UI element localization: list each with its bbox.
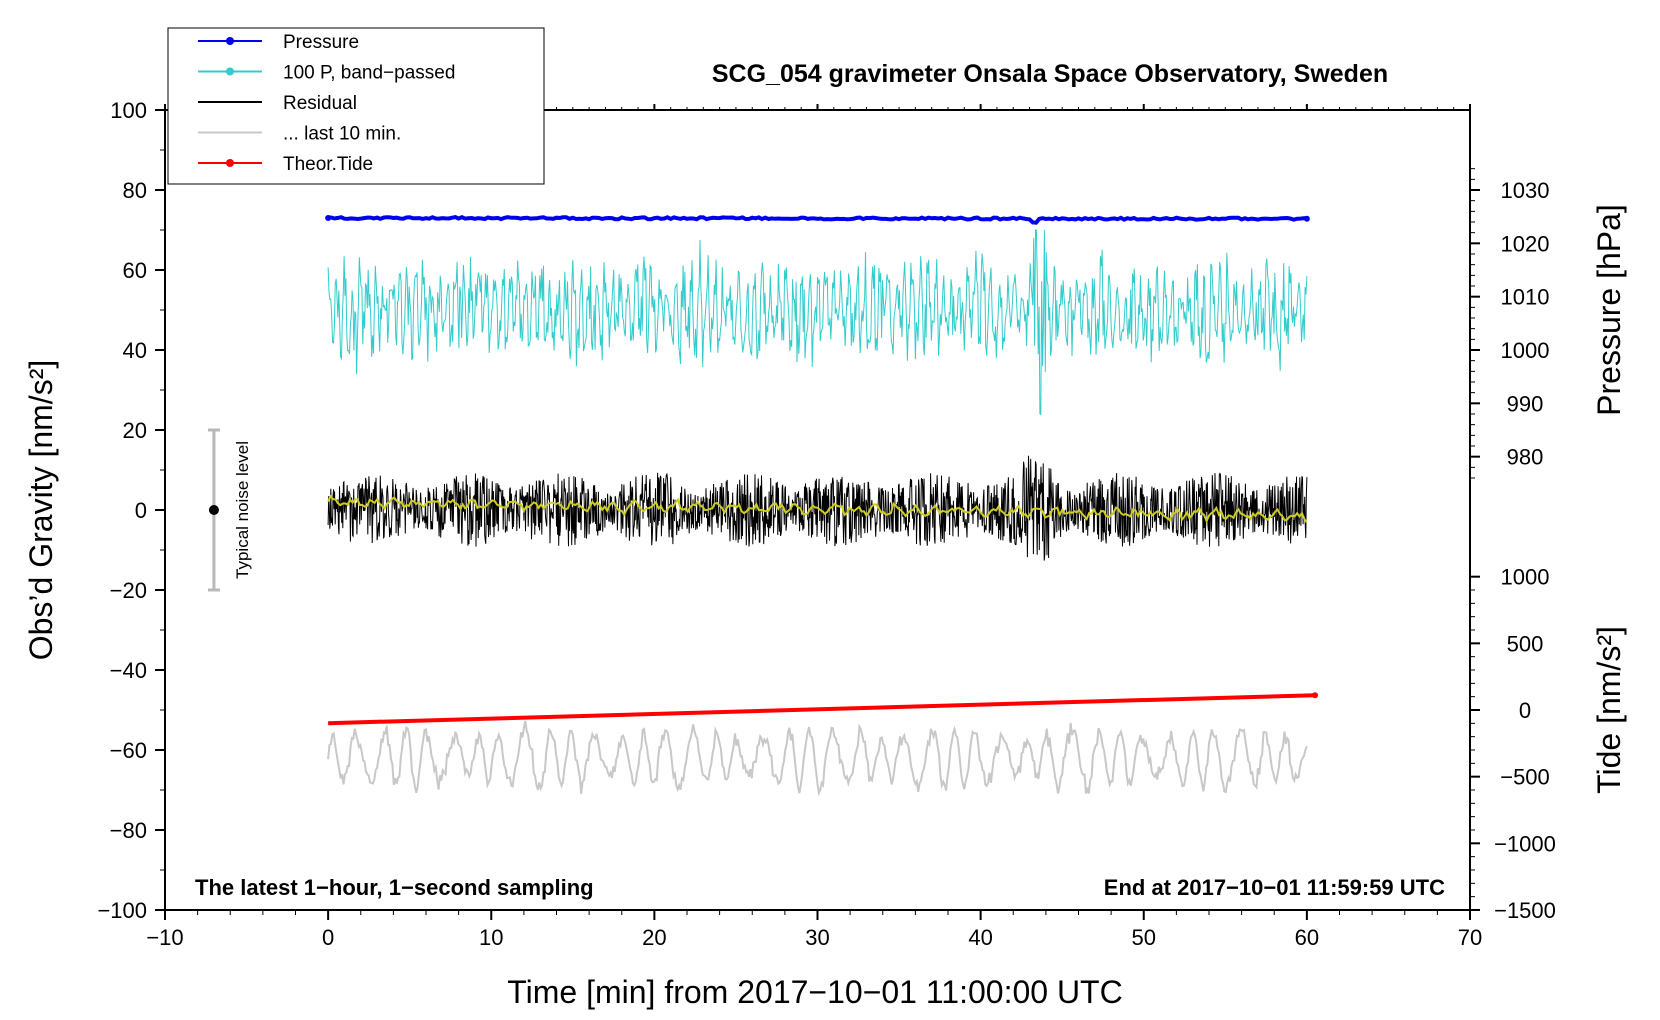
x-tick-label: 70 bbox=[1458, 925, 1482, 950]
pressure-point bbox=[1303, 215, 1310, 222]
tide-point bbox=[1312, 692, 1319, 699]
legend-label: Pressure bbox=[283, 32, 359, 53]
series-residual bbox=[327, 455, 1308, 561]
annotation-end-time: End at 2017−10−01 11:59:59 UTC bbox=[1104, 875, 1445, 900]
pressure-tick-label: 980 bbox=[1507, 445, 1544, 470]
legend-marker bbox=[226, 37, 234, 45]
series-theoretical-tide bbox=[328, 693, 1316, 726]
y-tick-label: −20 bbox=[110, 578, 147, 603]
legend-marker bbox=[226, 67, 234, 76]
y-tick-label: −40 bbox=[110, 658, 147, 683]
axis-ticks: −10 0 10 20 30 40 50 60 70100806040200−20−40−60−… bbox=[97, 98, 1555, 950]
pressure-tick-label: 1020 bbox=[1501, 231, 1550, 256]
legend-label: Theor.Tide bbox=[283, 154, 373, 175]
y-axis-label-tide: Tide [nm/s²] bbox=[1591, 626, 1627, 794]
x-tick-label: 20 bbox=[642, 925, 666, 950]
y-tick-label: 20 bbox=[123, 418, 147, 443]
tide-tick-label: −1000 bbox=[1494, 831, 1556, 856]
tide-tick-label: −1500 bbox=[1494, 898, 1556, 923]
x-tick-label: 60 bbox=[1295, 925, 1319, 950]
legend-box bbox=[167, 27, 545, 185]
x-tick-label: 10 bbox=[479, 925, 503, 950]
y-axis-label-left: Obs’d Gravity [nm/s²] bbox=[23, 360, 59, 661]
pressure-point bbox=[325, 215, 332, 221]
y-tick-label: −80 bbox=[110, 818, 147, 843]
tide-tick-label: 500 bbox=[1507, 631, 1544, 656]
legend-label: ... last 10 min. bbox=[283, 124, 401, 145]
series-pressure bbox=[327, 215, 1308, 225]
noise-center-dot bbox=[208, 505, 219, 515]
y-tick-label: 60 bbox=[123, 258, 147, 283]
y-tick-label: 0 bbox=[135, 498, 147, 523]
series-last-10-min bbox=[327, 720, 1308, 797]
x-tick-label: 30 bbox=[805, 925, 829, 950]
y-tick-label: 40 bbox=[123, 338, 147, 363]
legend-label: 100 P, band−passed bbox=[283, 63, 455, 84]
y-tick-label: 80 bbox=[123, 178, 147, 203]
annotation-sampling: The latest 1−hour, 1−second sampling bbox=[195, 875, 594, 900]
pressure-tick-label: 1030 bbox=[1501, 178, 1550, 203]
y-tick-label: −60 bbox=[110, 738, 147, 763]
legend: Pressure 100 P, band−passed Residual ... la… bbox=[167, 27, 545, 185]
chart-title: SCG_054 gravimeter Onsala Space Observat… bbox=[712, 60, 1388, 88]
series-band-passed-pressure bbox=[327, 229, 1308, 416]
series-layer bbox=[325, 215, 1319, 797]
y-tick-label: −100 bbox=[97, 898, 147, 923]
x-tick-label: −10 bbox=[146, 925, 183, 950]
pressure-tick-label: 1010 bbox=[1501, 285, 1550, 310]
pressure-tick-label: 1000 bbox=[1501, 338, 1550, 363]
tide-tick-label: 0 bbox=[1519, 698, 1531, 723]
pressure-tick-label: 990 bbox=[1507, 391, 1544, 416]
legend-items: Pressure 100 P, band−passed Residual ... la… bbox=[198, 32, 455, 175]
tide-tick-label: 1000 bbox=[1501, 565, 1550, 590]
legend-marker bbox=[226, 159, 234, 167]
x-axis-label: Time [min] from 2017−10−01 11:00:00 UTC bbox=[507, 974, 1122, 1010]
noise-bar-layer: Typical noise level bbox=[207, 428, 252, 592]
series-residual-smoothed bbox=[327, 494, 1308, 524]
x-tick-label: 0 bbox=[322, 925, 334, 950]
y-tick-label: 100 bbox=[110, 98, 147, 123]
x-tick-label: 40 bbox=[968, 925, 992, 950]
legend-label: Residual bbox=[283, 93, 357, 114]
y-axis-label-pressure: Pressure [hPa] bbox=[1591, 204, 1627, 416]
tide-tick-label: −500 bbox=[1500, 765, 1550, 790]
x-tick-label: 50 bbox=[1132, 925, 1156, 950]
noise-label: Typical noise level bbox=[233, 441, 252, 579]
